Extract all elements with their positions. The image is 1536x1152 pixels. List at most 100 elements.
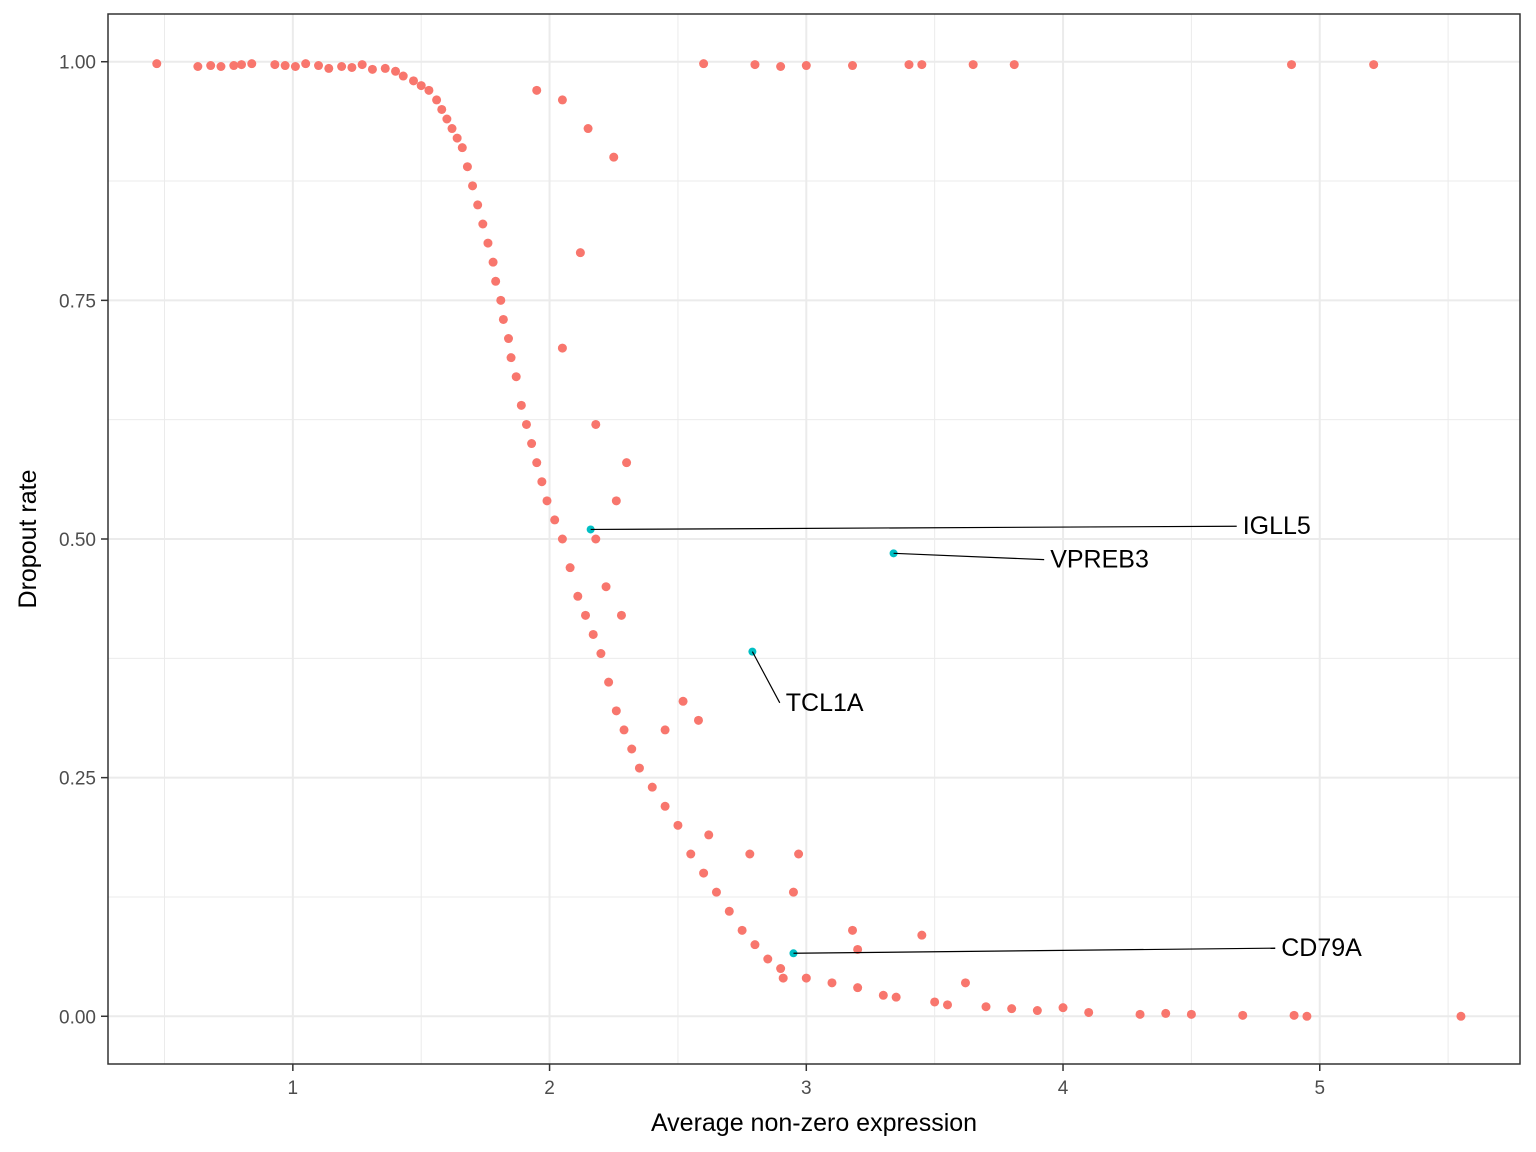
data-point: [1032, 1006, 1042, 1016]
data-point: [216, 62, 226, 71]
data-point: [462, 162, 472, 172]
data-point: [496, 295, 506, 305]
point-label-cd79a: CD79A: [1281, 934, 1362, 962]
data-point: [575, 248, 585, 258]
x-tick-label: 3: [801, 1078, 812, 1099]
data-point: [206, 61, 216, 71]
data-point: [357, 60, 367, 70]
data-point: [537, 477, 547, 487]
point-label-igll5: IGLL5: [1243, 512, 1311, 540]
data-point: [337, 62, 347, 71]
data-point: [647, 782, 657, 792]
data-point: [498, 314, 508, 324]
x-tick-label: 2: [544, 1078, 555, 1099]
data-point: [627, 744, 637, 754]
data-point: [1058, 1003, 1068, 1013]
data-point: [506, 353, 516, 363]
data-point: [853, 944, 863, 954]
y-tick-label: 1.00: [59, 53, 96, 74]
data-point: [424, 85, 434, 95]
data-point: [942, 1000, 952, 1010]
data-point: [491, 276, 501, 286]
data-point: [660, 725, 670, 735]
data-point: [573, 591, 583, 601]
label-leader-line: [590, 525, 1237, 531]
data-point: [930, 997, 940, 1007]
data-point: [532, 458, 542, 468]
data-point: [801, 61, 811, 71]
data-point: [1289, 1010, 1299, 1020]
data-points: [152, 59, 1466, 1021]
data-point: [473, 200, 483, 210]
point-label-tcl1a: TCL1A: [786, 689, 864, 717]
data-point: [591, 419, 601, 429]
data-point: [827, 978, 837, 988]
y-tick-label: 0.00: [59, 1007, 96, 1028]
data-point: [788, 887, 798, 897]
data-point: [619, 725, 629, 735]
data-point: [380, 63, 390, 73]
data-point: [1007, 1004, 1017, 1014]
data-point: [611, 496, 621, 506]
data-point: [468, 181, 478, 191]
y-tick-label: 0.50: [59, 530, 96, 551]
label-leader-line: [793, 947, 1276, 954]
data-point: [699, 868, 709, 878]
data-point: [848, 925, 858, 935]
point-label-vpreb3: VPREB3: [1050, 546, 1149, 574]
data-point: [693, 715, 703, 725]
data-point: [960, 978, 970, 988]
data-point: [634, 763, 644, 773]
data-point: [678, 696, 688, 706]
data-point: [1369, 60, 1379, 70]
data-point: [581, 610, 591, 620]
data-point: [193, 62, 203, 71]
y-tick-label: 0.75: [59, 291, 96, 312]
data-point: [724, 906, 734, 916]
data-point: [583, 124, 593, 134]
data-point: [604, 677, 614, 687]
data-point: [511, 372, 521, 382]
x-tick-label: 5: [1314, 1078, 1325, 1099]
data-point: [290, 62, 300, 71]
data-point: [478, 219, 488, 229]
data-point: [516, 400, 526, 410]
data-point: [432, 95, 442, 105]
data-point: [904, 60, 914, 70]
data-point: [711, 887, 721, 897]
data-point: [794, 849, 804, 859]
data-point: [601, 582, 611, 592]
data-point: [981, 1002, 991, 1012]
data-point: [591, 534, 601, 544]
data-point: [1287, 60, 1297, 70]
data-point: [778, 973, 788, 983]
data-point: [917, 60, 927, 70]
data-point: [1135, 1009, 1145, 1019]
data-point: [704, 830, 714, 840]
data-point: [848, 61, 858, 71]
data-point: [699, 59, 709, 69]
data-point: [483, 238, 493, 248]
data-point: [565, 563, 575, 573]
axis-ticks: 1 2 3 4 5 0.00 0.25 0.50 0.75 1.00: [59, 53, 1325, 1099]
data-point: [503, 334, 513, 344]
data-point: [1161, 1008, 1171, 1018]
data-point: [588, 629, 598, 639]
y-tick-label: 0.25: [59, 769, 96, 790]
data-point: [776, 62, 786, 71]
data-point: [442, 114, 452, 124]
data-point: [229, 61, 239, 71]
data-point: [557, 534, 567, 544]
data-point: [1456, 1011, 1466, 1021]
data-point: [542, 496, 552, 506]
data-point: [347, 62, 357, 72]
data-point: [737, 925, 747, 935]
data-point: [891, 992, 901, 1002]
data-point: [686, 849, 696, 859]
data-point: [532, 85, 542, 95]
data-point: [745, 849, 755, 859]
data-point: [437, 104, 447, 114]
data-point: [750, 940, 760, 950]
data-point: [314, 61, 324, 71]
